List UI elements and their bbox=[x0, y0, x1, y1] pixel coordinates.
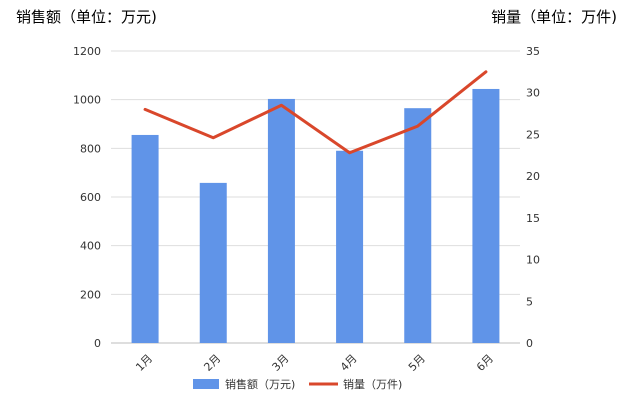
y-tick-label: 0 bbox=[94, 337, 101, 350]
bar bbox=[131, 134, 159, 343]
y-tick-label: 1000 bbox=[73, 94, 101, 107]
y-tick-label: 600 bbox=[80, 191, 101, 204]
y-axis-ticks: 0 200 400 600 800 1000 1200 bbox=[73, 45, 101, 350]
legend-label: 销量（万件) bbox=[343, 377, 402, 391]
y-tick-label: 200 bbox=[80, 288, 101, 301]
bar bbox=[336, 150, 364, 343]
y-tick-label: 1200 bbox=[73, 45, 101, 58]
bar bbox=[267, 98, 295, 343]
legend-label: 销售额（万元) bbox=[225, 377, 295, 391]
y2-tick-label: 20 bbox=[526, 170, 540, 183]
x-tick-label: 6月 bbox=[474, 352, 496, 374]
gridlines bbox=[111, 50, 520, 344]
y2-tick-label: 30 bbox=[526, 87, 540, 100]
bar bbox=[199, 182, 227, 343]
y-axis-title: 销售额（单位：万元) bbox=[16, 8, 157, 26]
y2-tick-label: 35 bbox=[526, 45, 540, 58]
x-tick-label: 5月 bbox=[406, 352, 428, 374]
y2-tick-label: 10 bbox=[526, 254, 540, 267]
y2-axis-title: 销量（单位：万件) bbox=[491, 8, 617, 26]
x-tick-label: 3月 bbox=[270, 352, 292, 374]
x-tick-label: 2月 bbox=[201, 352, 223, 374]
bar-series bbox=[131, 88, 500, 344]
legend-swatch-bar bbox=[193, 379, 219, 389]
y-tick-label: 400 bbox=[80, 240, 101, 253]
bar bbox=[404, 108, 432, 343]
y2-tick-label: 25 bbox=[526, 128, 540, 141]
legend: 销售额（万元) 销量（万件) bbox=[193, 377, 402, 391]
x-tick-label: 4月 bbox=[338, 352, 360, 374]
series-line bbox=[143, 70, 488, 155]
x-axis-ticks: 1月 2月 3月 4月 5月 6月 bbox=[133, 352, 496, 374]
y2-axis-ticks: 0 5 10 15 20 25 30 35 bbox=[526, 45, 540, 350]
y2-tick-label: 0 bbox=[526, 337, 533, 350]
y2-tick-label: 15 bbox=[526, 212, 540, 225]
x-tick-label: 1月 bbox=[133, 352, 155, 374]
bar bbox=[472, 88, 500, 344]
line-series bbox=[143, 70, 488, 155]
y-tick-label: 800 bbox=[80, 142, 101, 155]
y2-tick-label: 5 bbox=[526, 295, 533, 308]
